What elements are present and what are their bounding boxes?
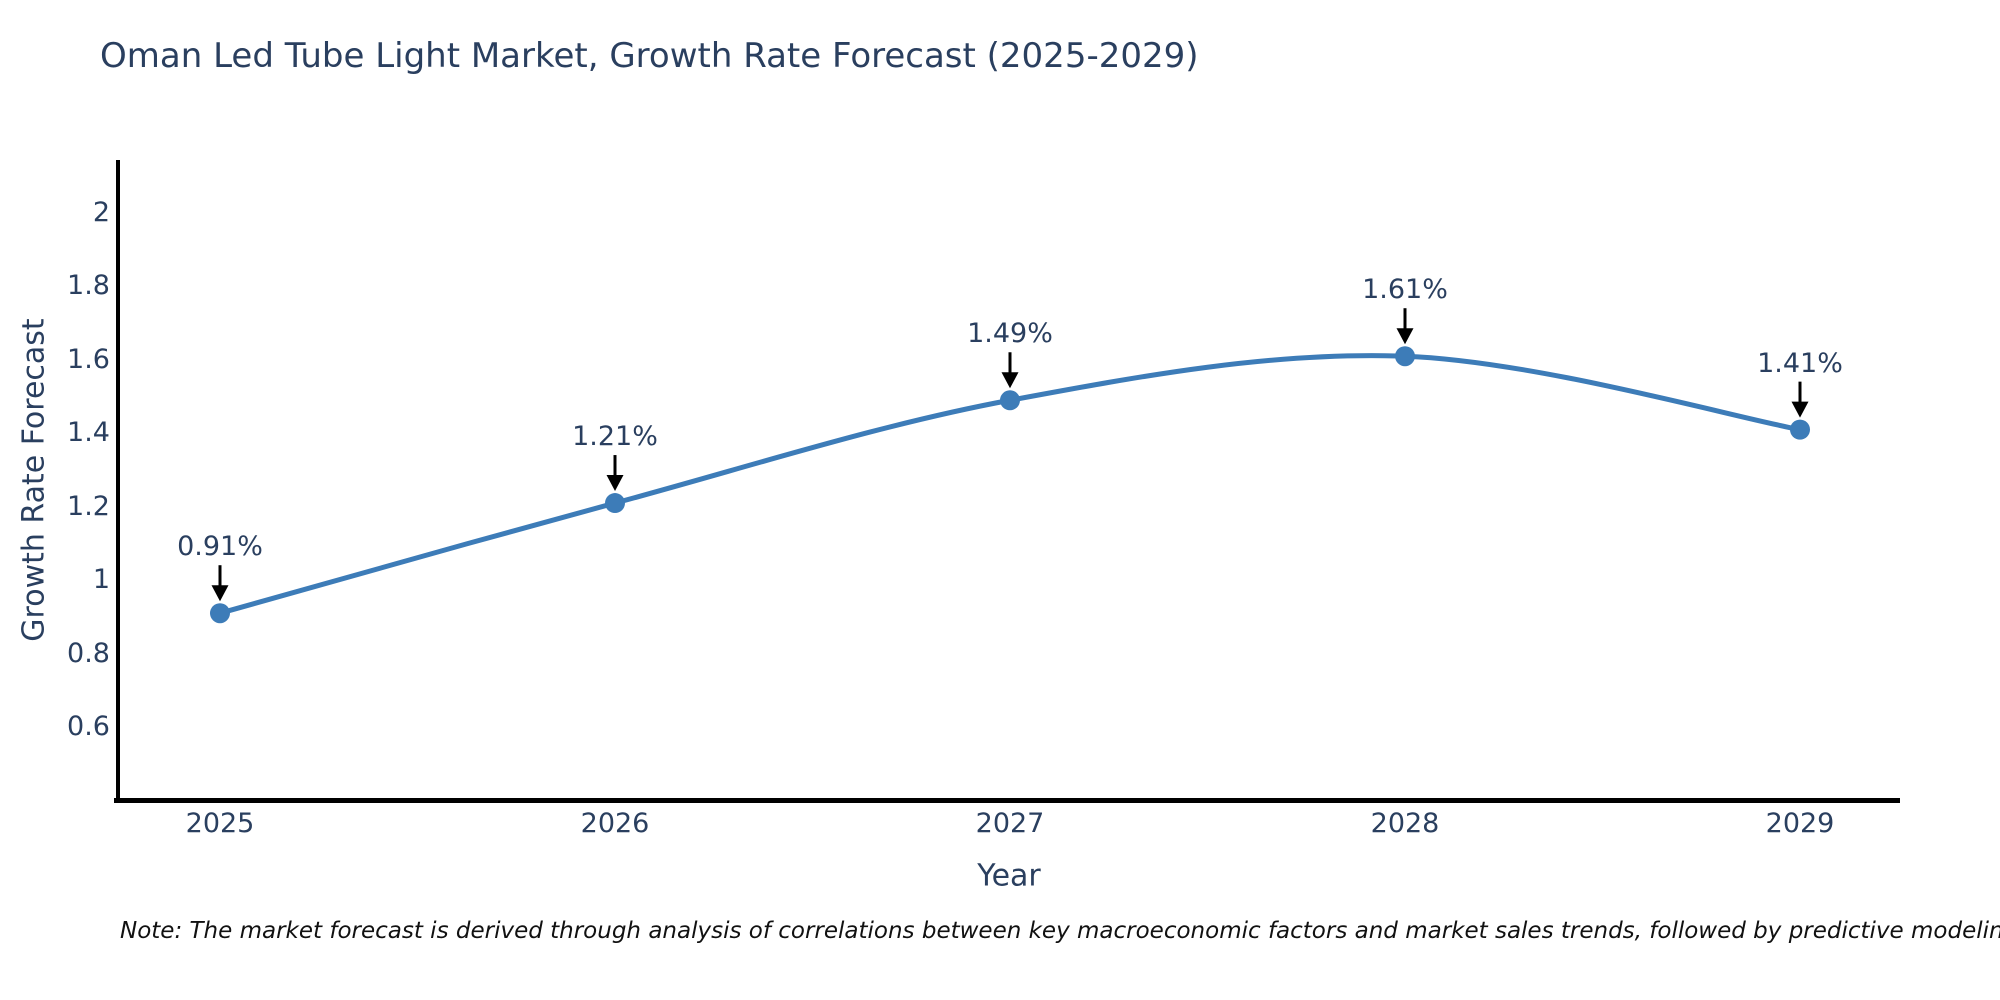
x-axis-spine	[114, 798, 1900, 803]
x-tick-label: 2026	[580, 808, 650, 839]
data-point-marker-2026[interactable]	[605, 493, 625, 514]
annotation-arrowhead	[606, 475, 624, 492]
point-value-label: 0.91%	[177, 531, 263, 563]
x-tick-label: 2028	[1370, 808, 1440, 839]
x-tick-label: 2027	[975, 808, 1045, 839]
y-tick-label: 1.4	[67, 417, 110, 449]
x-tick-label: 2025	[185, 808, 255, 839]
y-tick-label: 0.8	[67, 637, 110, 669]
point-value-label: 1.41%	[1757, 347, 1843, 379]
y-tick-label: 1.6	[67, 343, 110, 375]
point-value-label: 1.61%	[1362, 274, 1448, 306]
annotation-arrowhead	[1791, 401, 1809, 418]
y-tick-label: 1.2	[67, 490, 110, 522]
y-tick-label: 1	[92, 564, 110, 596]
annotation-arrowhead	[1001, 372, 1019, 389]
y-axis-spine	[116, 160, 120, 803]
point-value-label: 1.49%	[967, 318, 1053, 350]
annotation-arrowhead	[211, 585, 229, 602]
x-axis-title: Year	[977, 858, 1041, 894]
data-point-marker-2028[interactable]	[1395, 346, 1415, 367]
data-point-marker-2025[interactable]	[210, 603, 230, 624]
data-point-marker-2029[interactable]	[1790, 419, 1810, 440]
y-tick-label: 1.8	[67, 270, 110, 302]
y-axis-title: Growth Rate Forecast	[16, 318, 52, 642]
point-value-label: 1.21%	[572, 421, 658, 453]
footnote: Note: The market forecast is derived thr…	[120, 918, 2000, 944]
chart-title: Oman Led Tube Light Market, Growth Rate …	[100, 36, 1199, 76]
x-tick-label: 2029	[1765, 808, 1835, 839]
y-tick-label: 0.6	[67, 711, 110, 743]
data-point-marker-2027[interactable]	[1000, 390, 1020, 411]
annotation-arrowhead	[1396, 328, 1414, 345]
y-tick-label: 2	[92, 197, 110, 229]
